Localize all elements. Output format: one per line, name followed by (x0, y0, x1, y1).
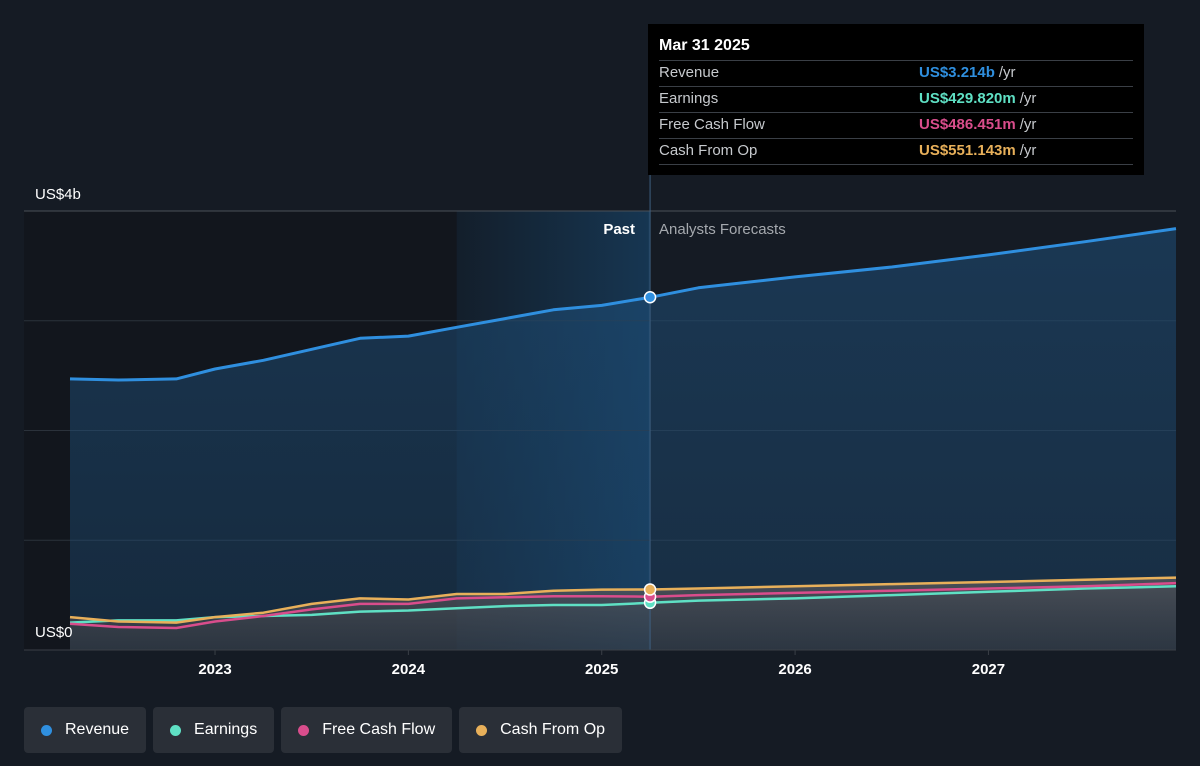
legend-label: Revenue (65, 721, 130, 738)
tooltip-row-value: US$551.143m (919, 142, 1016, 159)
legend-label: Free Cash Flow (322, 721, 436, 738)
x-axis-ticks: 2023 2024 2025 2026 2027 (198, 650, 1005, 678)
x-tick-label: 2027 (972, 661, 1005, 678)
tooltip-row-unit: /yr (1019, 116, 1037, 133)
x-tick-label: 2024 (392, 661, 426, 678)
x-tick-label: 2026 (778, 661, 811, 678)
legend-item[interactable]: Cash From Op (459, 707, 623, 753)
tooltip-row-value: US$3.214b (919, 64, 995, 81)
tooltip-row: Revenue US$3.214b/yr (659, 60, 1133, 86)
legend-item[interactable]: Earnings (153, 707, 275, 753)
series-markers (643, 291, 657, 610)
tooltip-row-label: Earnings (659, 90, 719, 107)
past-label: Past (603, 221, 635, 238)
legend-dot-icon (476, 724, 488, 736)
series-line-cfo (69, 576, 1177, 624)
x-tick-label: 2023 (198, 661, 231, 678)
tooltip-row: Cash From Op US$551.143m/yr (659, 138, 1133, 165)
legend-dot-icon (298, 724, 310, 736)
legend-label: Cash From Op (500, 721, 606, 738)
legend-item[interactable]: Revenue (24, 707, 147, 753)
forecast-label: Analysts Forecasts (659, 221, 786, 238)
tooltip: Mar 31 2025 Revenue US$3.214b/yr Earnings U… (648, 24, 1144, 175)
tooltip-row: Earnings US$429.820m/yr (659, 86, 1133, 112)
x-tick-label: 2025 (585, 661, 618, 678)
tooltip-date: Mar 31 2025 (659, 37, 750, 54)
tooltip-row-value: US$486.451m (919, 116, 1016, 133)
series-lines (69, 227, 1177, 630)
legend-dot-icon (41, 724, 52, 736)
legend: Revenue Earnings Free Cash Flow Cash From O… (24, 707, 623, 753)
tooltip-row-label: Free Cash Flow (659, 116, 765, 133)
tooltip-row-unit: /yr (1019, 90, 1037, 107)
marker-revenue[interactable] (643, 291, 657, 304)
y-axis-top-label: US$4b (35, 186, 81, 203)
y-axis-bottom-label: US$0 (35, 624, 73, 641)
tooltip-row-value: US$429.820m (919, 90, 1016, 107)
legend-dot-icon (170, 724, 182, 736)
tooltip-row-unit: /yr (1019, 142, 1037, 159)
tooltip-rows: Revenue US$3.214b/yr Earnings US$429.820m/y… (659, 60, 1133, 165)
legend-label: Earnings (194, 721, 258, 738)
tooltip-row-label: Cash From Op (659, 142, 758, 159)
series-line-fcf (69, 581, 1177, 630)
tooltip-row-unit: /yr (998, 64, 1016, 81)
tooltip-row: Free Cash Flow US$486.451m/yr (659, 112, 1133, 138)
revenue-area (70, 228, 1176, 650)
marker-cfo[interactable] (643, 583, 657, 596)
tooltip-row-label: Revenue (659, 64, 720, 81)
legend-item[interactable]: Free Cash Flow (281, 707, 453, 753)
series-line-revenue (69, 227, 1177, 382)
